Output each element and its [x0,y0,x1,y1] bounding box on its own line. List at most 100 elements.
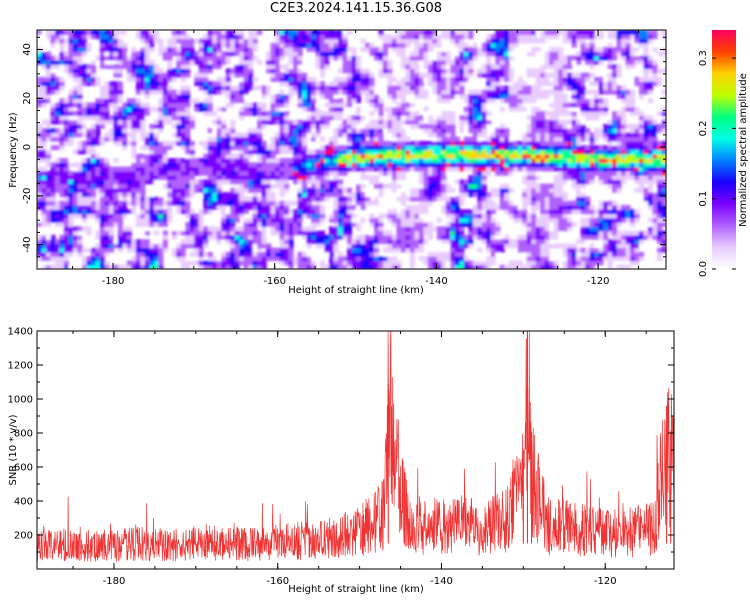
heatmap-cell [468,106,474,112]
heatmap-cell [463,68,469,74]
heatmap-cell [351,222,357,227]
heatmap-cell [652,170,658,176]
heatmap-cell [643,200,649,206]
heatmap-cell [176,158,182,163]
heatmap-cell [396,196,402,202]
heatmap-cell [311,128,317,134]
heatmap-cell [351,119,357,125]
heatmap-cell [612,183,618,189]
heatmap-cell [369,128,375,134]
heatmap-cell [149,145,155,151]
heatmap-cell [239,226,245,232]
heatmap-cell [257,111,263,116]
heatmap-cell [225,153,231,159]
heatmap-cell [59,179,65,185]
heatmap-cell [59,183,65,189]
heatmap-cell [661,98,666,104]
heatmap-cell [171,200,177,206]
heatmap-cell [37,187,43,193]
heatmap-cell [450,68,456,74]
heatmap-cell [135,247,141,253]
heatmap-cell [117,85,123,91]
heatmap-cell [113,243,119,249]
heatmap-cell [167,115,173,121]
heatmap-cell [553,102,559,108]
heatmap-cell [549,196,555,202]
heatmap-cell [113,264,119,269]
heatmap-cell [490,136,496,142]
heatmap-cell [239,162,245,168]
heatmap-cell [131,119,137,125]
heatmap-cell [252,76,258,82]
heatmap-cell [131,209,137,215]
heatmap-cell [347,136,353,142]
heatmap-cell [562,140,568,146]
heatmap-cell [661,72,666,78]
heatmap-cell [284,149,290,155]
heatmap-cell [306,243,312,249]
heatmap-cell [144,81,150,87]
heatmap-cell [288,247,294,253]
heatmap-cell [293,179,299,185]
heatmap-cell [234,256,240,262]
heatmap-cell [135,217,141,223]
heatmap-cell [652,200,658,206]
heatmap-cell [661,234,666,240]
heatmap-cell [45,187,52,193]
heatmap-cell [522,85,528,91]
heatmap-cell [275,68,281,74]
heatmap-cell [99,243,105,249]
heatmap-cell [86,115,92,121]
heatmap-cell [441,140,447,146]
heatmap-cell [329,260,335,266]
heatmap-cell [198,158,204,163]
heatmap-cell [68,72,74,78]
heatmap-cell [221,85,227,91]
heatmap-cell [347,81,353,87]
heatmap-cell [360,162,366,168]
heatmap-cell [158,153,164,159]
heatmap-cell [162,145,168,151]
heatmap-cell [239,187,245,193]
heatmap-cell [302,183,308,189]
heatmap-cell [180,98,186,104]
heatmap-cell [526,128,532,134]
heatmap-cell [189,230,195,236]
heatmap-cell [612,81,618,87]
heatmap-cell [589,204,595,210]
heatmap-cell [639,226,645,232]
heatmap-cell [176,162,182,168]
heatmap-cell [558,158,564,163]
heatmap-cell [535,81,541,87]
heatmap-cell [77,239,83,244]
heatmap-cell [540,192,546,198]
heatmap-cell [261,111,267,116]
heatmap-cell [302,251,308,257]
heatmap-cell [131,162,137,168]
heatmap-cell [526,222,532,227]
heatmap-cell [369,76,375,82]
heatmap-cell [203,162,209,168]
heatmap-cell [248,222,254,227]
heatmap-cell [607,132,613,138]
heatmap-cell [607,222,613,227]
heatmap-cell [616,162,622,168]
heatmap-cell [194,239,200,244]
heatmap-cell [450,149,456,155]
heatmap-cell [311,166,317,172]
heatmap-cell [117,94,123,99]
heatmap-cell [302,106,308,112]
heatmap-cell [576,140,582,146]
heatmap-cell [414,222,420,227]
heatmap-cell [270,196,276,202]
heatmap-cell [275,94,281,99]
heatmap-cell [234,264,240,269]
heatmap-cell [472,158,478,163]
heatmap-cell [616,247,622,253]
heatmap-cell [194,72,200,78]
heatmap-cell [279,98,285,104]
heatmap-cell [490,247,496,253]
heatmap-cell [490,264,496,269]
heatmap-cell [248,111,254,116]
heatmap-cell [311,260,317,266]
